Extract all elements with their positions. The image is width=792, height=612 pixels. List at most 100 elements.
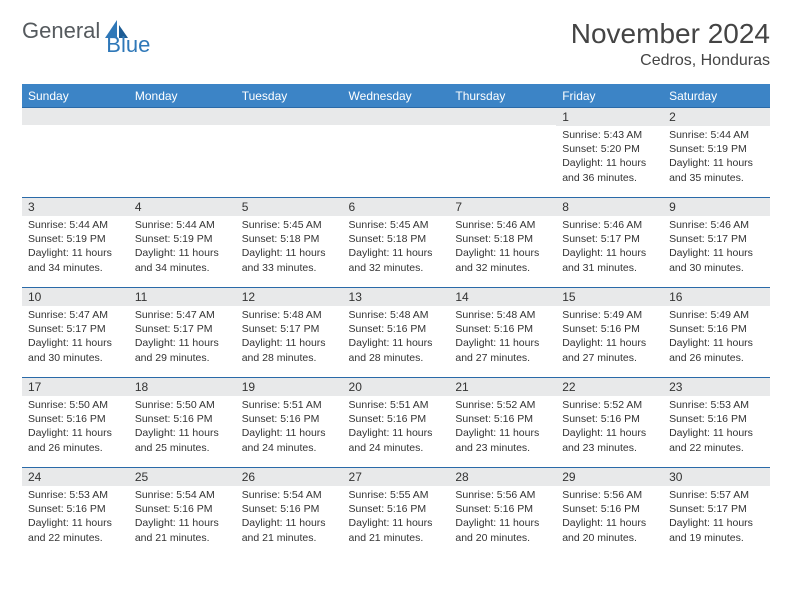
day-number: 29 [556,468,663,486]
day-number: 13 [343,288,450,306]
daylight-text: Daylight: 11 hours and 24 minutes. [349,426,444,454]
table-row: 10Sunrise: 5:47 AMSunset: 5:17 PMDayligh… [22,288,770,378]
day-number: 17 [22,378,129,396]
calendar-cell: 12Sunrise: 5:48 AMSunset: 5:17 PMDayligh… [236,288,343,378]
day-number: 28 [449,468,556,486]
sunset-text: Sunset: 5:17 PM [28,322,123,336]
sunrise-text: Sunrise: 5:48 AM [455,308,550,322]
col-sun: Sunday [22,85,129,108]
daylight-text: Daylight: 11 hours and 32 minutes. [349,246,444,274]
daylight-text: Daylight: 11 hours and 29 minutes. [135,336,230,364]
sunrise-text: Sunrise: 5:56 AM [562,488,657,502]
daylight-text: Daylight: 11 hours and 36 minutes. [562,156,657,184]
daylight-text: Daylight: 11 hours and 23 minutes. [562,426,657,454]
sunrise-text: Sunrise: 5:46 AM [669,218,764,232]
sunset-text: Sunset: 5:16 PM [455,322,550,336]
sunrise-text: Sunrise: 5:49 AM [669,308,764,322]
sunset-text: Sunset: 5:18 PM [242,232,337,246]
day-info: Sunrise: 5:49 AMSunset: 5:16 PMDaylight:… [663,306,770,369]
sunrise-text: Sunrise: 5:45 AM [349,218,444,232]
day-info: Sunrise: 5:54 AMSunset: 5:16 PMDaylight:… [236,486,343,549]
sunrise-text: Sunrise: 5:51 AM [242,398,337,412]
daylight-text: Daylight: 11 hours and 27 minutes. [455,336,550,364]
calendar-cell: 9Sunrise: 5:46 AMSunset: 5:17 PMDaylight… [663,198,770,288]
day-number: 14 [449,288,556,306]
sunrise-text: Sunrise: 5:57 AM [669,488,764,502]
calendar-cell: 24Sunrise: 5:53 AMSunset: 5:16 PMDayligh… [22,468,129,558]
col-thu: Thursday [449,85,556,108]
calendar-cell: 4Sunrise: 5:44 AMSunset: 5:19 PMDaylight… [129,198,236,288]
page-title: November 2024 [571,18,770,50]
day-info: Sunrise: 5:46 AMSunset: 5:17 PMDaylight:… [663,216,770,279]
day-info: Sunrise: 5:49 AMSunset: 5:16 PMDaylight:… [556,306,663,369]
day-number: 25 [129,468,236,486]
calendar-cell: 13Sunrise: 5:48 AMSunset: 5:16 PMDayligh… [343,288,450,378]
sunset-text: Sunset: 5:16 PM [349,412,444,426]
sunrise-text: Sunrise: 5:47 AM [135,308,230,322]
day-number: 19 [236,378,343,396]
sunrise-text: Sunrise: 5:49 AM [562,308,657,322]
calendar-cell: 7Sunrise: 5:46 AMSunset: 5:18 PMDaylight… [449,198,556,288]
day-number: 20 [343,378,450,396]
day-number: 22 [556,378,663,396]
sunrise-text: Sunrise: 5:46 AM [455,218,550,232]
day-number [343,108,450,125]
daylight-text: Daylight: 11 hours and 26 minutes. [28,426,123,454]
daylight-text: Daylight: 11 hours and 31 minutes. [562,246,657,274]
calendar-cell: 23Sunrise: 5:53 AMSunset: 5:16 PMDayligh… [663,378,770,468]
day-info: Sunrise: 5:51 AMSunset: 5:16 PMDaylight:… [236,396,343,459]
calendar-cell: 8Sunrise: 5:46 AMSunset: 5:17 PMDaylight… [556,198,663,288]
sunset-text: Sunset: 5:16 PM [242,502,337,516]
calendar-cell: 3Sunrise: 5:44 AMSunset: 5:19 PMDaylight… [22,198,129,288]
day-header-row: Sunday Monday Tuesday Wednesday Thursday… [22,85,770,108]
sunrise-text: Sunrise: 5:52 AM [562,398,657,412]
calendar-cell: 11Sunrise: 5:47 AMSunset: 5:17 PMDayligh… [129,288,236,378]
calendar-cell: 22Sunrise: 5:52 AMSunset: 5:16 PMDayligh… [556,378,663,468]
day-number [236,108,343,125]
daylight-text: Daylight: 11 hours and 22 minutes. [28,516,123,544]
sunset-text: Sunset: 5:19 PM [28,232,123,246]
day-number: 8 [556,198,663,216]
calendar-table: Sunday Monday Tuesday Wednesday Thursday… [22,84,770,558]
daylight-text: Daylight: 11 hours and 21 minutes. [349,516,444,544]
day-number [449,108,556,125]
calendar-cell: 5Sunrise: 5:45 AMSunset: 5:18 PMDaylight… [236,198,343,288]
day-number: 2 [663,108,770,126]
daylight-text: Daylight: 11 hours and 20 minutes. [455,516,550,544]
sunrise-text: Sunrise: 5:44 AM [135,218,230,232]
calendar-cell: 19Sunrise: 5:51 AMSunset: 5:16 PMDayligh… [236,378,343,468]
sunrise-text: Sunrise: 5:48 AM [242,308,337,322]
sunrise-text: Sunrise: 5:54 AM [242,488,337,502]
location-label: Cedros, Honduras [571,52,770,70]
day-number: 3 [22,198,129,216]
calendar-cell: 14 Sunrise: 5:48 AMSunset: 5:16 PMDayligh… [449,288,556,378]
day-number [22,108,129,125]
sunrise-text: Sunrise: 5:54 AM [135,488,230,502]
day-info: Sunrise: 5:46 AMSunset: 5:18 PMDaylight:… [449,216,556,279]
header: General Blue November 2024 Cedros, Hondu… [22,18,770,70]
sunrise-text: Sunrise: 5:46 AM [562,218,657,232]
calendar-cell: 26Sunrise: 5:54 AMSunset: 5:16 PMDayligh… [236,468,343,558]
day-info: Sunrise: 5:46 AMSunset: 5:17 PMDaylight:… [556,216,663,279]
calendar-cell: 2Sunrise: 5:44 AMSunset: 5:19 PMDaylight… [663,108,770,198]
day-info: Sunrise: 5:52 AMSunset: 5:16 PMDaylight:… [449,396,556,459]
sunrise-text: Sunrise: 5:45 AM [242,218,337,232]
sunrise-text: Sunrise: 5:43 AM [562,128,657,142]
day-info: Sunrise: 5:51 AMSunset: 5:16 PMDaylight:… [343,396,450,459]
sunset-text: Sunset: 5:16 PM [455,502,550,516]
calendar-cell [343,108,450,198]
day-info: Sunrise: 5:50 AMSunset: 5:16 PMDaylight:… [22,396,129,459]
day-info: Sunrise: 5:53 AMSunset: 5:16 PMDaylight:… [22,486,129,549]
day-number: 18 [129,378,236,396]
calendar-cell: 28Sunrise: 5:56 AMSunset: 5:16 PMDayligh… [449,468,556,558]
day-info: Sunrise: 5:44 AMSunset: 5:19 PMDaylight:… [22,216,129,279]
day-number: 11 [129,288,236,306]
logo: General Blue [22,18,176,44]
daylight-text: Daylight: 11 hours and 28 minutes. [242,336,337,364]
col-sat: Saturday [663,85,770,108]
day-number: 30 [663,468,770,486]
daylight-text: Daylight: 11 hours and 28 minutes. [349,336,444,364]
day-info: Sunrise: 5:53 AMSunset: 5:16 PMDaylight:… [663,396,770,459]
sunset-text: Sunset: 5:20 PM [562,142,657,156]
day-number: 16 [663,288,770,306]
